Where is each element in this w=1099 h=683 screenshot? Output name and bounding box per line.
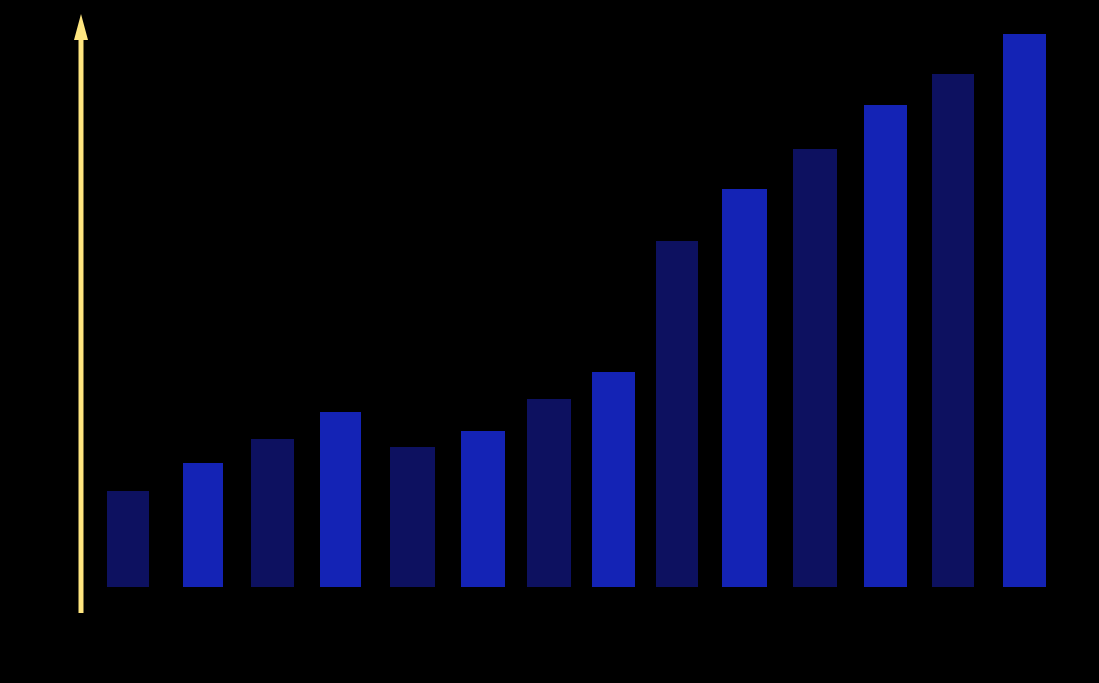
bar-13[interactable] — [932, 74, 974, 587]
bar-11[interactable] — [793, 149, 837, 587]
bar-7[interactable] — [527, 399, 571, 587]
bar-10[interactable] — [722, 189, 767, 587]
bar-8[interactable] — [592, 372, 635, 587]
bar-5[interactable] — [390, 447, 435, 587]
bar-4[interactable] — [320, 412, 361, 587]
bar-6[interactable] — [461, 431, 505, 587]
bar-12[interactable] — [864, 105, 907, 587]
bar-1[interactable] — [107, 491, 149, 587]
bar-3[interactable] — [251, 439, 294, 587]
bar-14[interactable] — [1003, 34, 1046, 587]
bar-9[interactable] — [656, 241, 698, 587]
bar-2[interactable] — [183, 463, 223, 587]
